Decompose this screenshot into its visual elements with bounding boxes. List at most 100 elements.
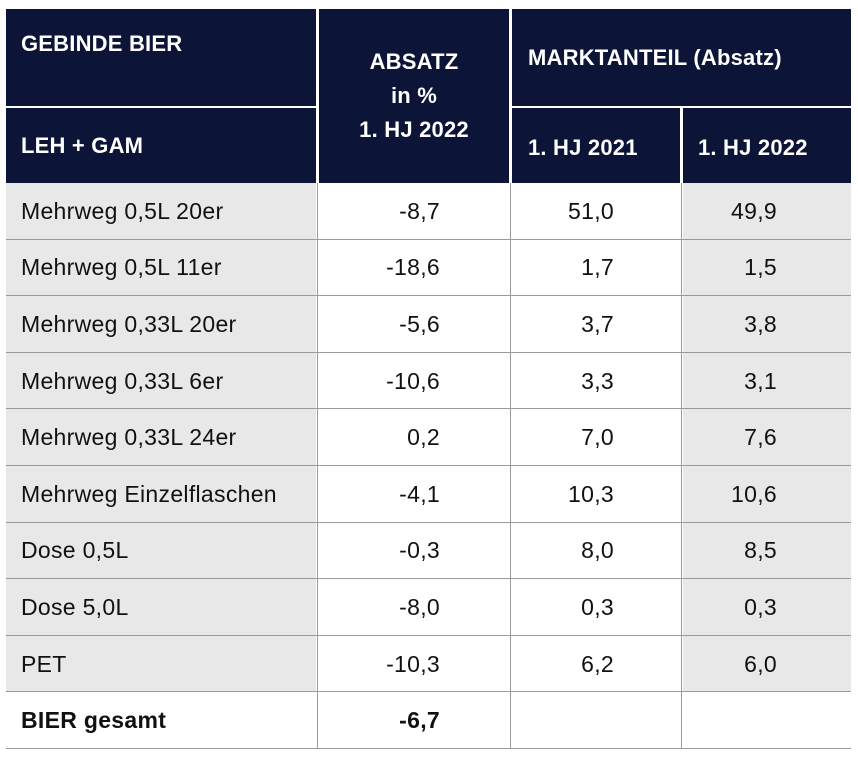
- row-hj2021: 1,7: [581, 254, 614, 281]
- row-hj2021: 8,0: [581, 537, 614, 564]
- row-divider: [6, 578, 851, 580]
- row-absatz-cell: -10,3: [319, 635, 509, 693]
- row-absatz-cell: -8,0: [319, 579, 509, 636]
- header-absatz-line2: in %: [390, 83, 437, 108]
- row-hj2021-cell: 0,3: [512, 579, 680, 636]
- row-label: BIER gesamt: [21, 707, 167, 734]
- row-absatz: -10,6: [386, 367, 440, 394]
- row-absatz: -5,6: [399, 310, 440, 337]
- row-hj2022-cell: 0,3: [683, 579, 851, 636]
- row-hj2022-cell: [683, 692, 851, 749]
- row-label-cell: PET: [6, 635, 316, 693]
- row-absatz-cell: -8,7: [319, 183, 509, 240]
- row-label-cell: BIER gesamt: [6, 692, 316, 749]
- row-hj2021-cell: 3,7: [512, 296, 680, 353]
- row-hj2021: 3,7: [581, 310, 614, 337]
- row-label: Mehrweg 0,33L 20er: [21, 310, 237, 337]
- row-absatz-cell: -6,7: [319, 692, 509, 749]
- row-hj2021-cell: 51,0: [512, 183, 680, 240]
- row-label-cell: Mehrweg Einzelflaschen: [6, 466, 316, 523]
- column-divider: [681, 183, 682, 749]
- row-hj2021-cell: 7,0: [512, 409, 680, 466]
- row-absatz: -0,3: [399, 537, 440, 564]
- row-divider: [6, 408, 851, 410]
- row-hj2022-cell: 49,9: [683, 183, 851, 240]
- header-absatz-line1: ABSATZ: [369, 49, 459, 74]
- row-label-cell: Mehrweg 0,33L 24er: [6, 409, 316, 466]
- row-hj2022-cell: 8,5: [683, 522, 851, 580]
- row-absatz-cell: -5,6: [319, 296, 509, 353]
- header-col-2022-text: 1. HJ 2022: [698, 134, 808, 160]
- row-hj2022: 3,8: [744, 310, 777, 337]
- row-hj2022: 1,5: [744, 254, 777, 281]
- row-label-cell: Mehrweg 0,5L 11er: [6, 239, 316, 297]
- row-absatz: -6,7: [399, 707, 440, 734]
- column-divider: [510, 183, 511, 749]
- row-absatz-cell: 0,2: [319, 409, 509, 466]
- row-hj2022: 0,3: [744, 593, 777, 620]
- row-absatz-cell: -4,1: [319, 466, 509, 523]
- header-col-2022: 1. HJ 2022: [683, 108, 851, 183]
- row-hj2021-cell: [512, 692, 680, 749]
- row-hj2022: 7,6: [744, 424, 777, 451]
- row-hj2021-cell: 1,7: [512, 239, 680, 297]
- row-hj2021: 6,2: [581, 650, 614, 677]
- row-hj2021-cell: 3,3: [512, 352, 680, 410]
- row-label: Mehrweg 0,33L 24er: [21, 424, 237, 451]
- row-hj2021: 3,3: [581, 367, 614, 394]
- row-label: Mehrweg Einzelflaschen: [21, 480, 277, 507]
- row-label: Dose 0,5L: [21, 537, 129, 564]
- row-hj2022: 8,5: [744, 537, 777, 564]
- row-divider: [6, 238, 851, 240]
- row-label: Mehrweg 0,5L 20er: [21, 197, 224, 224]
- row-divider: [6, 521, 851, 523]
- row-hj2021: 51,0: [568, 197, 614, 224]
- row-hj2021-cell: 8,0: [512, 522, 680, 580]
- header-col-2021-text: 1. HJ 2021: [528, 134, 638, 160]
- row-label-cell: Dose 0,5L: [6, 522, 316, 580]
- row-hj2022: 6,0: [744, 650, 777, 677]
- row-hj2022-cell: 10,6: [683, 466, 851, 523]
- header-subtitle-text: LEH + GAM: [21, 132, 144, 158]
- row-label-cell: Dose 5,0L: [6, 579, 316, 636]
- row-absatz-cell: -0,3: [319, 522, 509, 580]
- row-label-cell: Mehrweg 0,33L 6er: [6, 352, 316, 410]
- row-absatz: -18,6: [386, 254, 440, 281]
- bier-gebinde-table: GEBINDE BIER LEH + GAM ABSATZ in % 1. HJ…: [6, 9, 851, 749]
- row-label: PET: [21, 650, 67, 677]
- row-divider: [6, 634, 851, 636]
- row-label-cell: Mehrweg 0,33L 20er: [6, 296, 316, 353]
- row-hj2021-cell: 10,3: [512, 466, 680, 523]
- row-label: Dose 5,0L: [21, 593, 129, 620]
- row-absatz: -8,7: [399, 197, 440, 224]
- row-divider: [6, 465, 851, 466]
- row-absatz: 0,2: [407, 424, 440, 451]
- row-label-cell: Mehrweg 0,5L 20er: [6, 183, 316, 240]
- header-marktanteil: MARKTANTEIL (Absatz): [512, 9, 851, 106]
- row-divider: [6, 691, 851, 693]
- header-absatz: ABSATZ in % 1. HJ 2022: [319, 9, 509, 183]
- header-title-text: GEBINDE BIER: [21, 31, 183, 56]
- row-absatz: -10,3: [386, 650, 440, 677]
- row-divider: [6, 295, 851, 297]
- row-hj2021: 0,3: [581, 593, 614, 620]
- row-absatz-cell: -10,6: [319, 352, 509, 410]
- header-title: GEBINDE BIER: [6, 9, 316, 106]
- row-hj2022-cell: 7,6: [683, 409, 851, 466]
- row-hj2022-cell: 3,8: [683, 296, 851, 353]
- row-hj2021: 7,0: [581, 424, 614, 451]
- header-subtitle: LEH + GAM: [6, 108, 316, 183]
- header-marktanteil-text: MARKTANTEIL (Absatz): [528, 44, 782, 70]
- row-hj2022-cell: 1,5: [683, 239, 851, 297]
- row-hj2021-cell: 6,2: [512, 635, 680, 693]
- row-hj2021: 10,3: [568, 480, 614, 507]
- row-absatz: -8,0: [399, 593, 440, 620]
- row-divider: [6, 748, 851, 749]
- row-hj2022: 49,9: [731, 197, 777, 224]
- header-col-2021: 1. HJ 2021: [512, 108, 680, 183]
- row-hj2022: 3,1: [744, 367, 777, 394]
- row-divider: [6, 351, 851, 353]
- row-absatz: -4,1: [399, 480, 440, 507]
- row-hj2022: 10,6: [731, 480, 777, 507]
- row-hj2022-cell: 3,1: [683, 352, 851, 410]
